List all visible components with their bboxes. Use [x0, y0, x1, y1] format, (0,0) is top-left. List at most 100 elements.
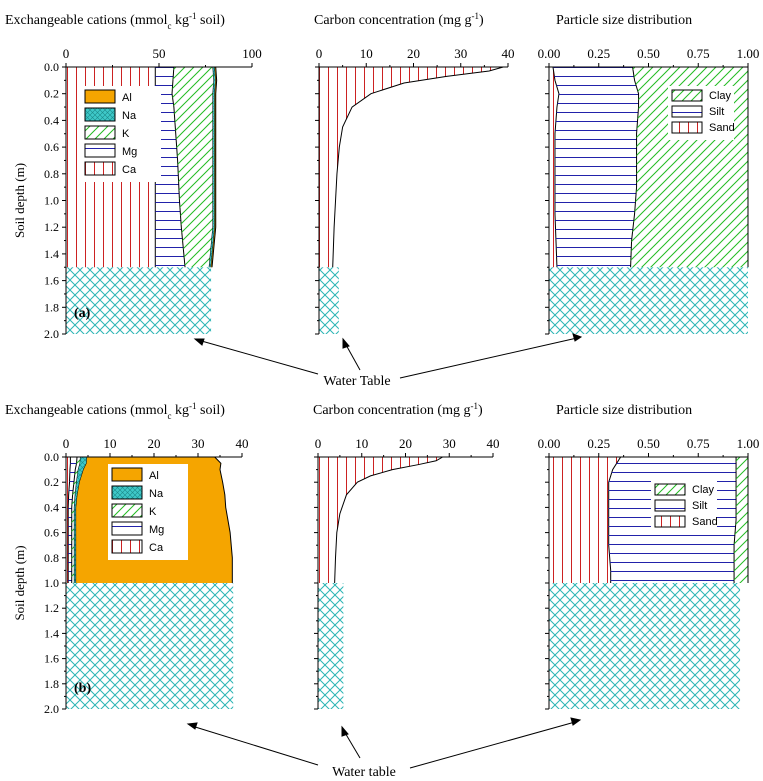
- area-na: [209, 67, 216, 268]
- y-tick-label: 0.4: [44, 500, 59, 514]
- y-tick-label: 2.0: [44, 702, 59, 716]
- legend-label-al: Al: [122, 92, 132, 104]
- area-sand: [549, 67, 559, 268]
- y-tick-label: 1.8: [44, 677, 59, 691]
- x-tick-label: 20: [407, 46, 420, 61]
- title-part: kg: [172, 13, 190, 28]
- title-part: Carbon concentration (mg g: [313, 403, 470, 418]
- legend-label-silt: Silt: [709, 106, 724, 118]
- x-tick-label: 1.00: [737, 46, 760, 61]
- x-tick-label: 40: [487, 436, 500, 451]
- y-tick-label: 0.8: [44, 167, 59, 181]
- area-k: [172, 67, 214, 268]
- x-tick-label: 10: [360, 46, 373, 61]
- boundary-al: [211, 66, 218, 268]
- legend-label-na: Na: [122, 110, 137, 122]
- x-tick-label: 0.75: [687, 436, 710, 451]
- title-part: Carbon concentration (mg g: [314, 13, 471, 28]
- legend-swatch-clay: [654, 483, 686, 496]
- legend-swatch-sand: [654, 515, 686, 528]
- x-tick-label: 100: [242, 46, 262, 61]
- x-tick-label: 0: [315, 436, 322, 451]
- title-part: soil): [197, 13, 226, 28]
- water-table-label-bottom: Water table: [332, 765, 396, 780]
- area-sand: [549, 457, 621, 583]
- legend-swatch-na: [111, 485, 143, 500]
- water-table-zone: [549, 583, 741, 709]
- water-table-zone: [66, 583, 234, 709]
- title-part: -1: [471, 11, 479, 21]
- y-tick-label: 0.8: [44, 551, 59, 565]
- area-na: [74, 457, 88, 583]
- y-tick-label: 0.2: [44, 475, 59, 489]
- x-tick-label: 0: [63, 436, 70, 451]
- x-tick-label: 40: [502, 46, 515, 61]
- x-tick-label: 30: [443, 436, 456, 451]
- water-table-zone: [318, 583, 344, 709]
- title-part: soil): [197, 403, 226, 418]
- title-part: Exchangeable cations (mmol: [5, 13, 168, 28]
- x-tick-label: 10: [104, 436, 117, 451]
- legend-swatch-silt: [654, 499, 686, 512]
- title-part: ): [479, 13, 484, 28]
- carbon-curve: [334, 456, 443, 584]
- y-tick-label: 1.4: [44, 247, 59, 261]
- area-carbon: [319, 67, 504, 268]
- x-tick-label: 0: [316, 46, 323, 61]
- area-mg: [68, 457, 77, 583]
- legend-swatch-silt: [671, 105, 703, 118]
- x-tick-label: 0.00: [538, 46, 561, 61]
- carbon-curve: [332, 66, 504, 268]
- legend-swatch-clay: [671, 89, 703, 102]
- x-tick-label: 0.25: [587, 436, 610, 451]
- arrow-top-left: [197, 339, 319, 375]
- chart-b-carbon: 0 10 20 30 40 Carbon concentration (mg g-1): [313, 401, 500, 710]
- title-part: c: [168, 411, 172, 421]
- legend-swatch-mg: [84, 143, 116, 158]
- water-table-zone: [66, 267, 212, 334]
- water-table-zone: [319, 267, 339, 334]
- legend-label-k: K: [149, 506, 157, 518]
- legend-label-na: Na: [149, 488, 164, 500]
- title-part: -1: [470, 401, 478, 411]
- legend-swatch-ca: [111, 539, 143, 554]
- panel-label: (a): [74, 306, 91, 321]
- legend: Al Na K Mg Ca: [108, 464, 188, 560]
- x-tick-label: 30: [454, 46, 467, 61]
- x-tick-label: 20: [148, 436, 161, 451]
- y-tick-label: 0.6: [44, 140, 59, 154]
- boundary-al: [214, 456, 233, 583]
- x-tick-label: 1.00: [737, 436, 760, 451]
- y-tick-label: 1.2: [44, 220, 59, 234]
- title-part: Exchangeable cations (mmol: [5, 403, 168, 418]
- x-tick-label: 0.50: [637, 436, 660, 451]
- y-tick-label: 0.6: [44, 526, 59, 540]
- x-tick-label: 10: [355, 436, 368, 451]
- legend-label-al: Al: [149, 470, 159, 482]
- y-tick-label: 0.0: [44, 450, 59, 464]
- legend-label-clay: Clay: [709, 90, 732, 102]
- legend-label-silt: Silt: [692, 500, 707, 512]
- chart-title: Particle size distribution: [556, 13, 692, 28]
- legend: Al Na K Mg Ca: [81, 86, 161, 182]
- legend-swatch-na: [84, 107, 116, 122]
- arrow-bottom-mid: [343, 730, 361, 759]
- chart-title: Carbon concentration (mg g-1): [314, 11, 484, 28]
- panel-label: (b): [74, 681, 91, 696]
- arrowhead-top-mid: [342, 337, 350, 349]
- y-tick-label: 1.6: [44, 274, 59, 288]
- chart-title: Carbon concentration (mg g-1): [313, 401, 483, 418]
- legend-label-clay: Clay: [692, 484, 715, 496]
- title-part: -1: [189, 11, 197, 21]
- legend-swatch-ca: [84, 161, 116, 176]
- legend-label-k: K: [122, 128, 130, 140]
- legend-swatch-al: [111, 467, 143, 482]
- chart-title: Exchangeable cations (mmolc kg-1 soil): [5, 401, 225, 421]
- title-part: kg: [172, 403, 190, 418]
- y-tick-label: 1.8: [44, 300, 59, 314]
- arrowhead-bottom-right: [570, 717, 582, 726]
- legend-label-mg: Mg: [122, 146, 137, 158]
- legend-label-sand: Sand: [709, 122, 735, 134]
- arrowhead-bottom-mid: [341, 725, 349, 737]
- y-tick-label: 1.6: [44, 652, 59, 666]
